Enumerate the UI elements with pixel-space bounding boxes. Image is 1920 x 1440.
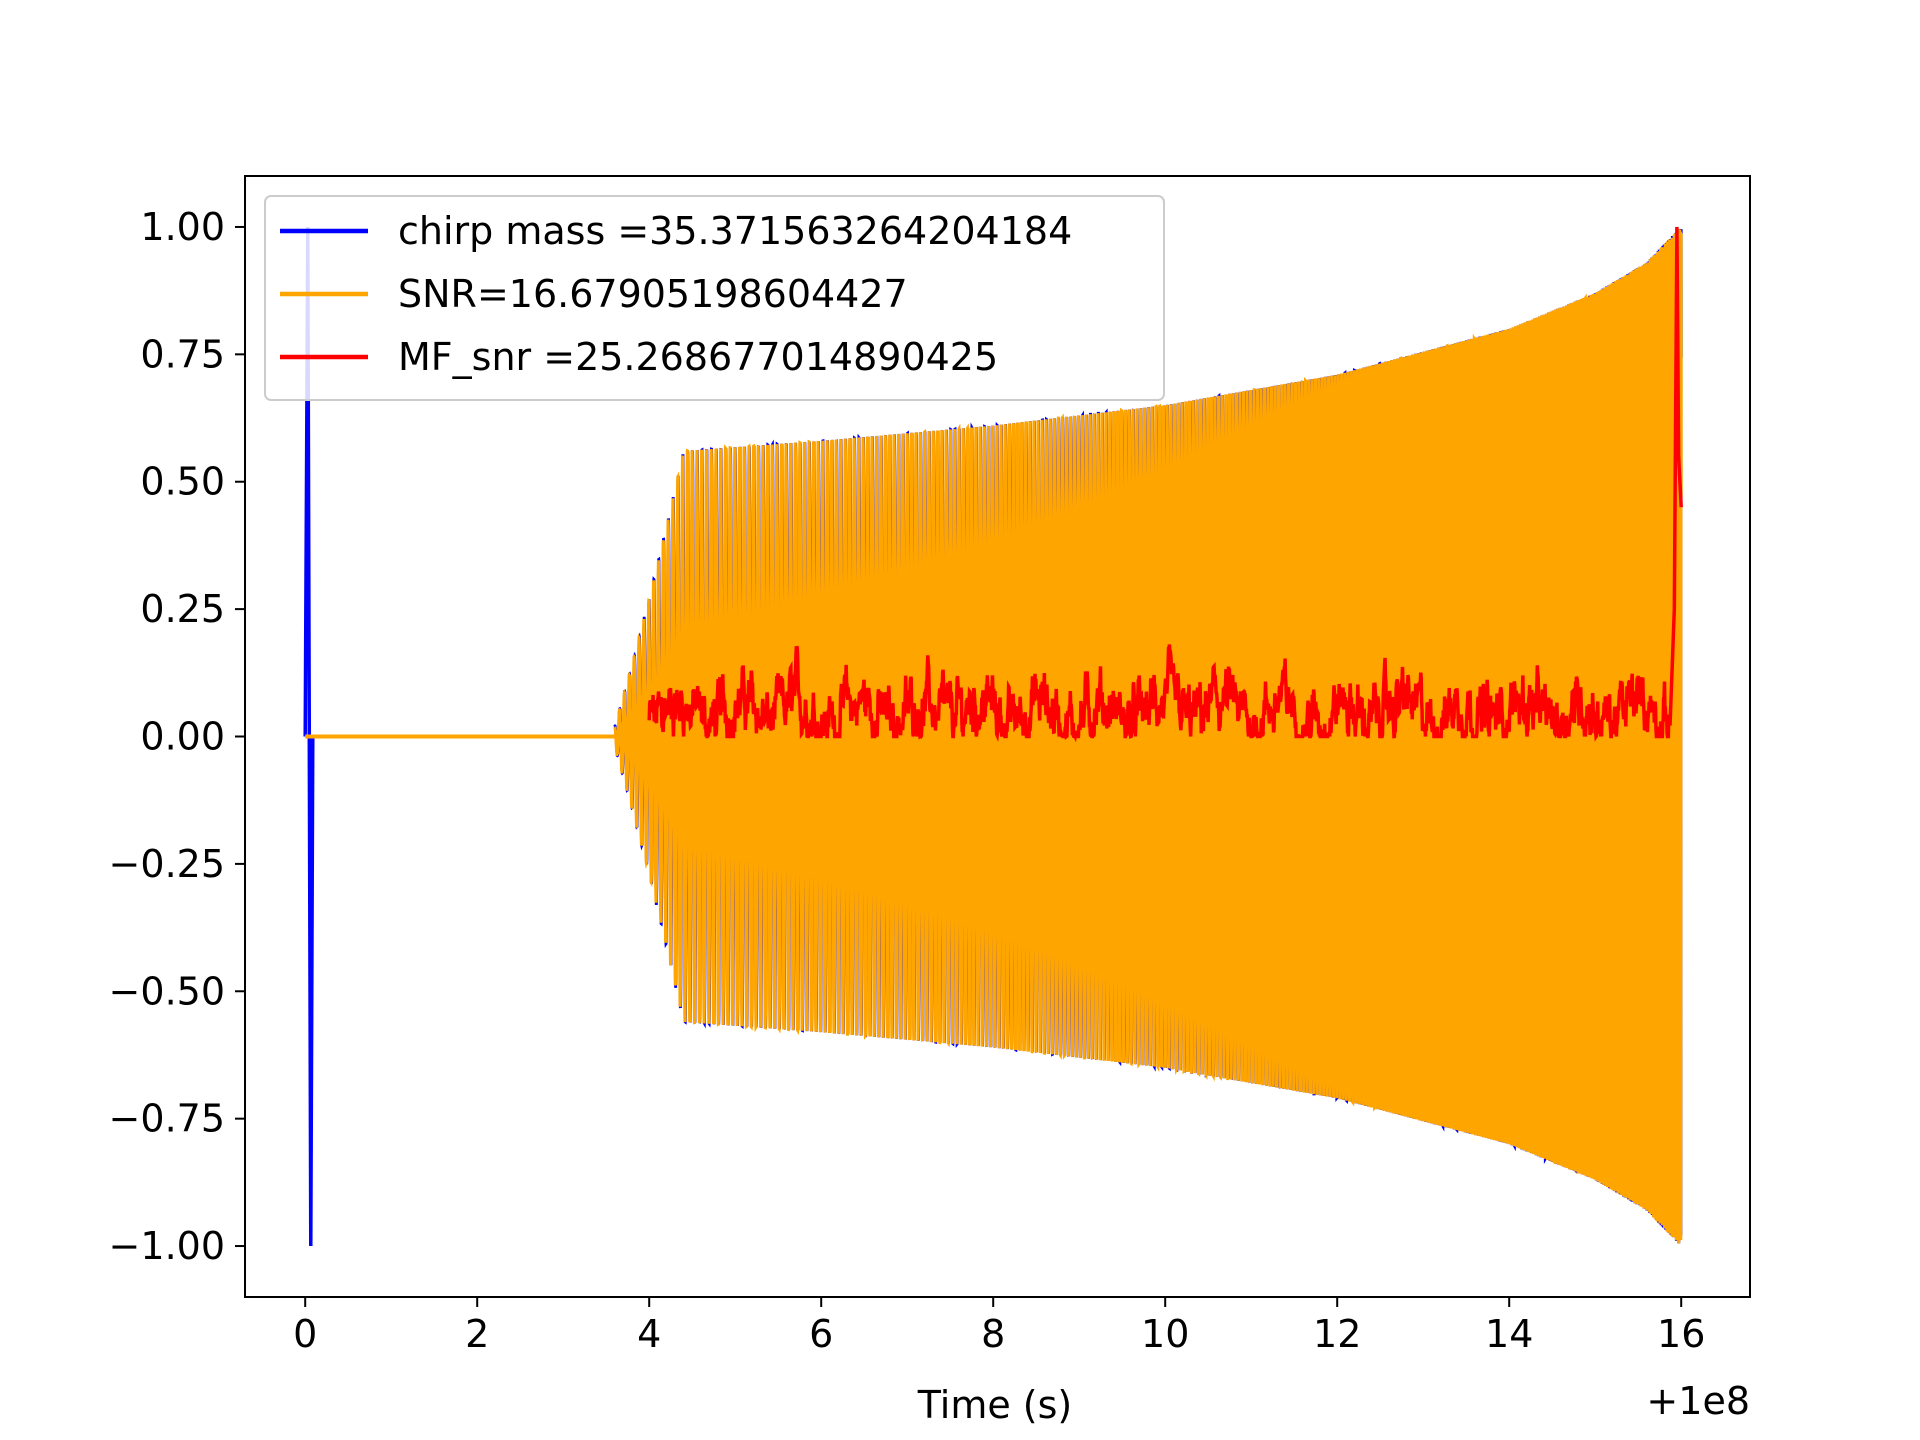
y-tick-label: −0.75 <box>109 1097 225 1141</box>
x-tick-label: 14 <box>1485 1312 1533 1356</box>
x-tick-label: 0 <box>293 1312 317 1356</box>
x-tick-label: 12 <box>1313 1312 1361 1356</box>
x-tick-label: 6 <box>809 1312 833 1356</box>
series-snr-line <box>613 229 1683 1244</box>
x-tick-label: 2 <box>465 1312 489 1356</box>
x-axis-label: Time (s) <box>917 1383 1073 1427</box>
y-tick-label: 1.00 <box>140 205 225 249</box>
x-tick-label: 10 <box>1141 1312 1189 1356</box>
y-tick-label: −0.50 <box>109 969 225 1013</box>
legend-frame <box>264 195 1165 401</box>
x-tick-label: 4 <box>637 1312 661 1356</box>
x-axis: 0 2 4 6 8 10 12 14 16 <box>293 1297 1705 1356</box>
x-axis-offset-label: +1e8 <box>1646 1379 1750 1423</box>
y-tick-label: 0.75 <box>140 332 225 376</box>
y-axis: 1.00 0.75 0.50 0.25 0.00 −0.25 −0.50 −0.75 −1.00 <box>109 205 245 1268</box>
y-tick-label: −0.25 <box>109 842 225 886</box>
series-mf-snr-line <box>647 226 1683 743</box>
y-tick-label: 0.25 <box>140 587 225 631</box>
legend-label-mf-snr: MF_snr =25.268677014890425 <box>398 335 998 379</box>
y-tick-label: 0.50 <box>140 460 225 504</box>
legend-label-chirp-mass: chirp mass =35.371563264204184 <box>398 209 1072 253</box>
legend-label-snr: SNR=16.67905198604427 <box>398 272 908 316</box>
legend: chirp mass =35.371563264204184 SNR=16.67… <box>264 195 1165 401</box>
x-tick-label: 8 <box>981 1312 1005 1356</box>
y-tick-label: 0.00 <box>140 715 225 759</box>
y-tick-label: −1.00 <box>109 1224 225 1268</box>
x-tick-label: 16 <box>1657 1312 1705 1356</box>
